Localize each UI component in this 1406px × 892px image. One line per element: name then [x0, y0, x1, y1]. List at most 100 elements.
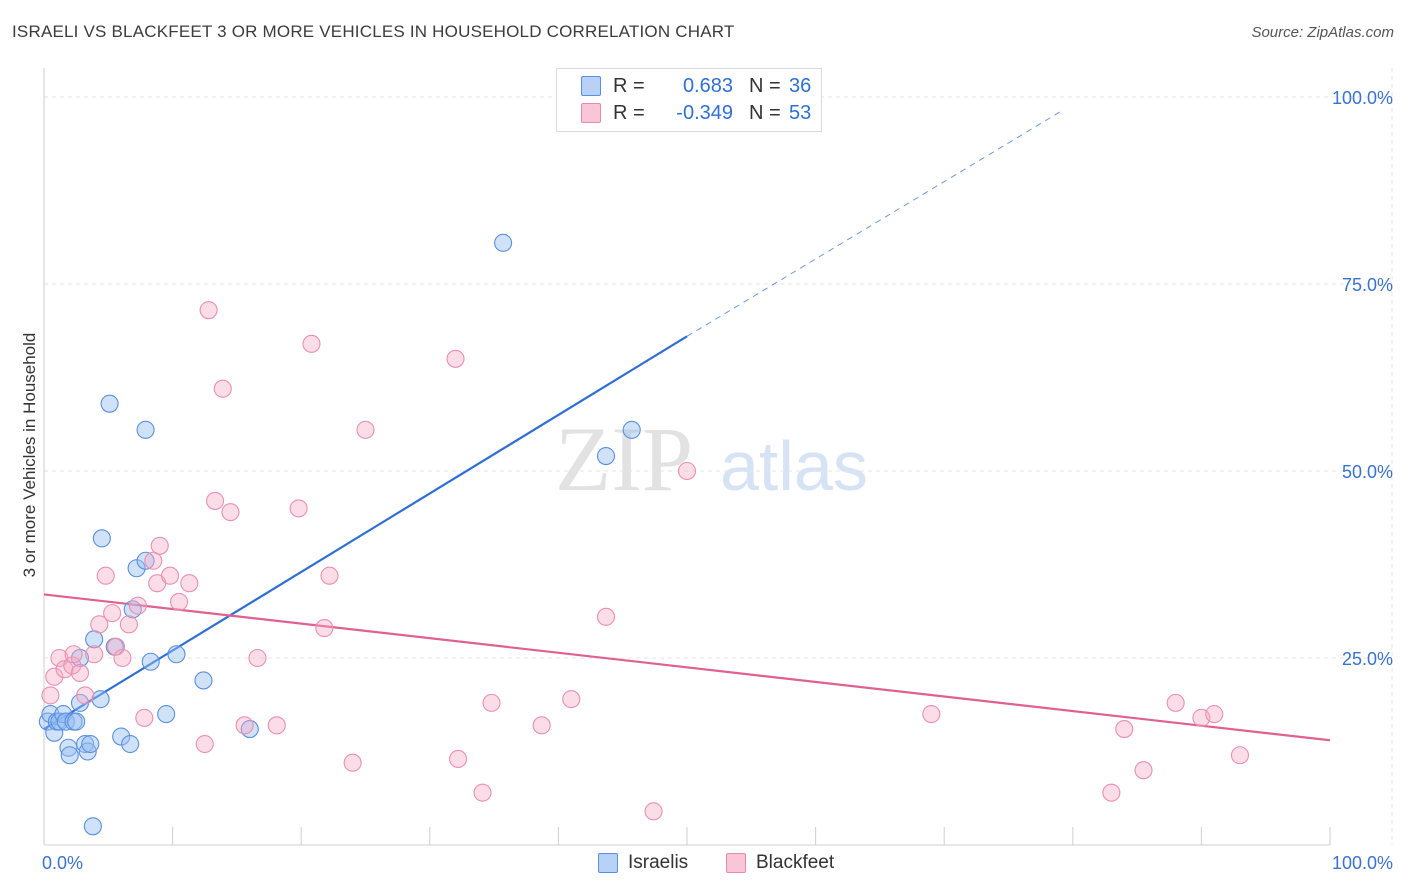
point-israelis [76, 734, 95, 754]
point-blackfeet [160, 566, 180, 585]
point-israelis [100, 394, 119, 413]
x-tick-label: 100.0% [1332, 853, 1393, 873]
y-tick-label: 75.0% [1342, 275, 1393, 295]
israelis-n-value: 36 [789, 74, 812, 97]
data-points [38, 233, 1250, 836]
point-israelis [67, 712, 86, 731]
point-israelis [83, 817, 102, 836]
point-israelis [78, 742, 97, 761]
point-blackfeet [76, 686, 95, 705]
r-label: R = [613, 101, 645, 124]
point-blackfeet [41, 686, 60, 705]
point-blackfeet [144, 551, 163, 570]
n-label: N = [749, 101, 781, 124]
point-blackfeet [267, 716, 286, 735]
point-israelis [157, 705, 176, 724]
point-israelis [60, 746, 79, 765]
y-tick-label: 50.0% [1342, 462, 1393, 482]
israelis-r-value: 0.683 [682, 74, 733, 97]
point-israelis [112, 727, 131, 746]
point-blackfeet [473, 783, 492, 802]
point-blackfeet [248, 648, 267, 668]
israelis-legend-label: Israelis [628, 852, 689, 873]
point-blackfeet [195, 734, 214, 754]
point-israelis [41, 705, 60, 724]
point-blackfeet [449, 749, 468, 769]
blackfeet-r-value: -0.349 [676, 101, 733, 124]
watermark-atlas: atlas [720, 427, 868, 505]
legend-row-blackfeet: R = -0.349 N = 53 [581, 101, 811, 125]
point-blackfeet [482, 693, 501, 712]
point-israelis [121, 734, 140, 754]
point-blackfeet [85, 645, 104, 664]
watermark-zip: ZIP [555, 408, 693, 510]
point-blackfeet [221, 503, 240, 522]
point-israelis [494, 233, 513, 252]
bottom-legend-blackfeet: Blackfeet [726, 852, 834, 874]
point-blackfeet [562, 690, 581, 709]
point-blackfeet [343, 753, 362, 772]
point-blackfeet [113, 648, 132, 668]
point-israelis [91, 690, 110, 709]
point-blackfeet [302, 334, 321, 353]
point-blackfeet [320, 566, 339, 585]
point-blackfeet [199, 301, 218, 320]
bottom-legend-israelis: Israelis [598, 852, 688, 874]
point-israelis [136, 551, 155, 570]
point-blackfeet [644, 802, 663, 821]
point-blackfeet [356, 420, 375, 439]
n-label: N = [749, 74, 781, 97]
trend-lines [43, 111, 1331, 742]
blackfeet-legend-label: Blackfeet [756, 852, 835, 873]
trend-line-blackfeet [43, 593, 1331, 742]
chart-title: ISRAELI VS BLACKFEET 3 OR MORE VEHICLES … [12, 22, 735, 41]
point-blackfeet [45, 667, 64, 686]
point-blackfeet [96, 566, 115, 585]
point-blackfeet [135, 708, 154, 727]
blackfeet-legend-swatch [726, 853, 746, 873]
point-blackfeet [64, 645, 83, 664]
point-blackfeet [1102, 783, 1121, 802]
point-israelis [81, 734, 100, 754]
point-israelis [596, 446, 616, 466]
legend-row-israelis: R = 0.683 N = 36 [581, 74, 811, 98]
point-blackfeet [677, 461, 697, 481]
trend-extension-israelis [686, 111, 1061, 337]
israelis-swatch [581, 76, 601, 96]
source-label: Source: ZipAtlas.com [1251, 24, 1394, 41]
point-israelis [167, 645, 186, 664]
x-tick-label: 0.0% [42, 853, 83, 873]
blackfeet-n-value: 53 [789, 101, 812, 124]
point-blackfeet [70, 663, 90, 683]
point-israelis [141, 652, 160, 671]
point-blackfeet [205, 491, 225, 510]
point-israelis [136, 420, 155, 439]
point-blackfeet [106, 637, 126, 656]
point-blackfeet [103, 604, 122, 623]
point-blackfeet [289, 499, 308, 518]
trend-line-israelis [43, 335, 688, 730]
point-israelis [194, 671, 213, 690]
point-blackfeet [315, 619, 334, 638]
point-blackfeet [150, 536, 169, 555]
point-blackfeet [446, 349, 465, 368]
point-blackfeet [1115, 720, 1134, 739]
point-blackfeet [119, 615, 138, 634]
point-blackfeet [1134, 761, 1153, 780]
blackfeet-swatch [581, 103, 601, 123]
point-israelis [92, 529, 111, 548]
israelis-legend-swatch [598, 853, 618, 873]
point-blackfeet [235, 716, 254, 735]
point-israelis [45, 723, 64, 742]
point-blackfeet [922, 705, 941, 724]
point-blackfeet [180, 574, 199, 593]
point-israelis [127, 559, 146, 578]
axes [43, 68, 1331, 846]
point-blackfeet [596, 607, 616, 626]
point-blackfeet [1205, 705, 1224, 724]
point-blackfeet [169, 592, 189, 611]
point-blackfeet [128, 596, 147, 615]
y-tick-label: 25.0% [1342, 649, 1393, 669]
r-label: R = [613, 74, 645, 97]
